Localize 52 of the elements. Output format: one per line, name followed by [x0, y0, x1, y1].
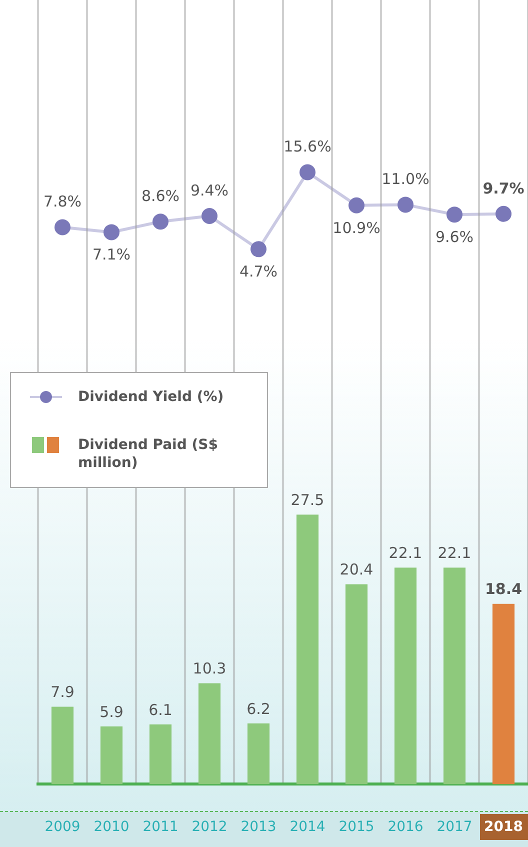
point — [398, 196, 414, 213]
bar — [51, 706, 74, 784]
legend-label: Dividend Yield (%) — [78, 388, 224, 406]
x-tick-label: 2017 — [436, 819, 472, 836]
data-label: 5.9 — [100, 702, 124, 721]
data-label: 9.6% — [435, 228, 474, 246]
data-label: 6.2 — [246, 700, 270, 718]
point — [104, 224, 120, 240]
bar — [149, 724, 172, 784]
point — [250, 241, 266, 258]
bar — [443, 568, 466, 784]
bar — [345, 584, 368, 784]
bar — [296, 514, 319, 784]
data-label: 22.1 — [438, 544, 472, 562]
x-tick-label: 2015 — [338, 819, 374, 836]
bar — [247, 723, 270, 784]
data-label: 6.1 — [148, 700, 172, 719]
data-label: 10.3 — [192, 660, 226, 678]
point — [300, 164, 316, 180]
point — [446, 206, 462, 223]
bar — [100, 726, 123, 784]
legend-label: Dividend Paid (S$ million) — [78, 436, 219, 472]
data-label: 22.1 — [388, 544, 422, 562]
x-tick-label: 2016 — [388, 819, 424, 836]
data-label: 7.9 — [50, 683, 74, 702]
data-label: 27.5 — [290, 491, 324, 510]
bar — [394, 568, 417, 784]
x-tick-label: 2012 — [192, 819, 228, 836]
x-tick-label: 2009 — [44, 819, 80, 836]
point — [496, 206, 512, 222]
data-label: 10.9% — [332, 218, 380, 237]
data-label: 7.1% — [92, 246, 131, 264]
data-label: 11.0% — [382, 170, 430, 188]
data-label: 9.4% — [190, 181, 229, 200]
data-label: 8.6% — [141, 187, 180, 206]
data-label: 20.4 — [340, 560, 374, 579]
bar — [492, 604, 515, 784]
bar — [198, 683, 221, 784]
data-label: 4.7% — [239, 262, 278, 281]
point — [54, 219, 70, 236]
x-tick-label: 2013 — [240, 819, 276, 836]
x-tick-label: 2014 — [290, 819, 326, 836]
x-tick-label: 2010 — [94, 819, 130, 836]
data-label: 9.7% — [482, 179, 524, 198]
data-label: 7.8% — [43, 192, 82, 211]
data-label: 15.6% — [284, 138, 332, 156]
x-tick-label: 2011 — [142, 819, 178, 836]
point — [152, 214, 168, 230]
point — [202, 208, 218, 224]
data-label: 18.4 — [484, 580, 522, 598]
point — [348, 197, 364, 214]
x-tick-label: 2018 — [484, 819, 523, 836]
